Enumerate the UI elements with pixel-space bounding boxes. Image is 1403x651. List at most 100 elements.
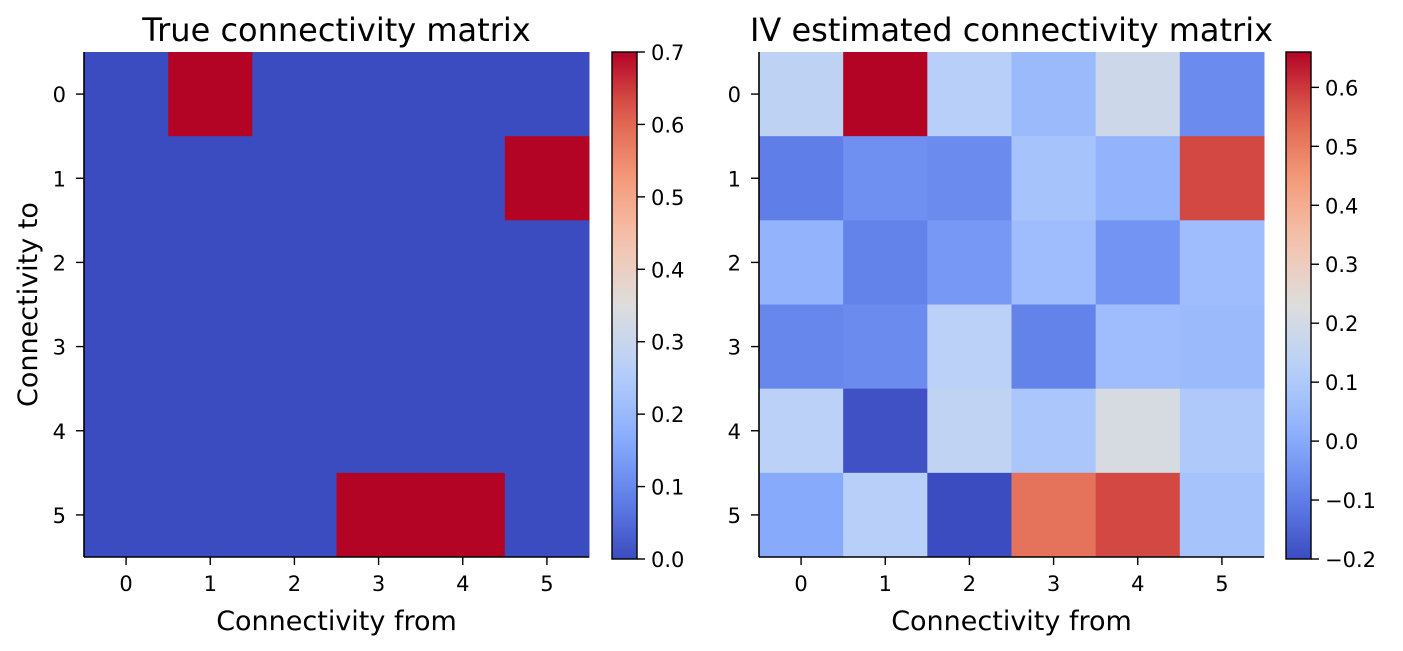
chart-title: True connectivity matrix [141,11,530,49]
heatmap-cell-r0-c0 [84,52,169,137]
colorbar-tick-label: 0.0 [651,548,684,572]
y-tick-label: 4 [53,420,66,444]
heatmap-cell-r1-c2 [252,136,337,221]
colorbar-tick-label: 0.6 [1325,76,1358,100]
heatmap-cell-r2-c3 [336,220,422,305]
heatmap-cell-r1-c4 [420,136,506,221]
heatmap-cell-r2-c3 [1011,220,1097,305]
heatmap-cell-r1-c0 [759,136,844,221]
heatmap-cell-r0-c4 [420,52,506,137]
heatmap-cell-r4-c4 [1095,388,1181,474]
colorbar-tick-label: 0.0 [1325,430,1358,454]
heatmap-cell-r0-c2 [252,52,337,137]
y-tick-label: 3 [728,336,741,360]
heatmap-cell-r4-c3 [1011,388,1097,474]
heatmap-cell-r3-c1 [843,304,928,390]
heatmap-cell-r5-c4 [1095,472,1181,558]
y-tick-label: 1 [728,167,741,191]
colorbar-tick-label: 0.3 [651,331,684,355]
heatmap-cell-r0-c0 [759,52,844,137]
colorbar-tick-label: 0.4 [651,258,684,282]
heatmap-cell-r4-c3 [336,388,422,474]
heatmap-cell-r3-c3 [336,304,422,390]
heatmap-cell-r0-c1 [168,52,253,137]
colorbar-tick-label: 0.2 [1325,312,1358,336]
heatmap-cell-r3-c2 [927,304,1012,390]
heatmap-cell-r1-c5 [504,136,590,221]
heatmap-cell-r5-c1 [168,472,253,558]
colorbar-tick-label: 0.5 [1325,135,1358,159]
heatmap-cell-r4-c2 [252,388,337,474]
y-tick-label: 4 [728,420,741,444]
colorbar-tick-label: 0.2 [651,403,684,427]
heatmap-cell-r5-c3 [1011,472,1097,558]
heatmap-cell-r4-c1 [168,388,253,474]
x-tick-label: 2 [288,572,301,596]
heatmap-cell-r5-c0 [84,472,169,558]
y-tick-label: 2 [728,251,741,275]
heatmap-cell-r5-c0 [759,472,844,558]
heatmap-cell-r3-c0 [84,304,169,390]
x-tick-label: 0 [794,572,807,596]
heatmap-cell-r3-c4 [420,304,506,390]
x-axis-label: Connectivity from [891,606,1132,637]
heatmap-cell-r2-c2 [927,220,1012,305]
y-tick-label: 3 [53,336,66,360]
heatmap-cell-r0-c3 [336,52,422,137]
x-tick-label: 0 [119,572,132,596]
heatmap-cell-r1-c1 [843,136,928,221]
heatmap-cell-r0-c5 [1179,52,1265,137]
y-tick-label: 5 [53,504,66,528]
heatmap-cell-r1-c0 [84,136,169,221]
heatmap-panel-1: 0 1 2 3 4 5 0 1 2 3 4 5 IV estimated connectivity ma… [728,11,1273,637]
heatmap-cell-r3-c5 [1179,304,1265,390]
x-tick-label: 1 [879,572,892,596]
heatmap-cell-r4-c0 [759,388,844,474]
y-tick-label: 0 [728,83,741,107]
heatmap-cell-r4-c2 [927,388,1012,474]
colorbar-outline [611,51,638,560]
colorbar-gradient [612,52,637,559]
heatmap-cell-r3-c5 [504,304,590,390]
heatmap-cell-r1-c4 [1095,136,1181,221]
heatmap-cell-r0-c3 [1011,52,1097,137]
x-tick-label: 5 [1215,572,1228,596]
heatmap-cell-r4-c0 [84,388,169,474]
colorbar-tick-label: 0.3 [1325,253,1358,277]
y-tick-label: 5 [728,504,741,528]
y-tick-label: 2 [53,251,66,275]
heatmap-cell-r2-c5 [1179,220,1265,305]
colorbar-0: 0.0 0.1 0.2 0.3 0.4 0.5 0.6 0.7 [611,41,684,572]
heatmap-cell-r0-c4 [1095,52,1181,137]
heatmap-cell-r2-c5 [504,220,590,305]
heatmap-cell-r1-c1 [168,136,253,221]
heatmap-cell-r2-c4 [1095,220,1181,305]
heatmap-cell-r0-c1 [843,52,928,137]
heatmap-cell-r3-c0 [759,304,844,390]
heatmap-cell-r1-c5 [1179,136,1265,221]
heatmap-cell-r2-c4 [420,220,506,305]
heatmap-panel-0: 0 1 2 3 4 5 0 1 2 3 4 5 True connectivity matrix Conn… [13,11,590,637]
heatmap-cell-r2-c1 [168,220,253,305]
heatmap-cell-r0-c5 [504,52,590,137]
heatmap-cell-r5-c5 [1179,472,1265,558]
heatmap-cell-r4-c5 [504,388,590,474]
heatmap-cell-r2-c2 [252,220,337,305]
heatmap-cell-r3-c4 [1095,304,1181,390]
x-tick-label: 3 [372,572,385,596]
colorbar-tick-label: 0.1 [651,476,684,500]
heatmap-cell-r2-c1 [843,220,928,305]
heatmap-cell-r1-c2 [927,136,1012,221]
colorbar-tick-label: −0.1 [1325,489,1376,513]
colorbar-outline [1285,51,1312,560]
colorbar-gradient [1286,52,1311,559]
x-tick-label: 3 [1047,572,1060,596]
heatmap-cell-r1-c3 [1011,136,1097,221]
heatmap-cell-r0-c2 [927,52,1012,137]
heatmap-cell-r3-c3 [1011,304,1097,390]
colorbar-tick-label: 0.6 [651,113,684,137]
colorbar-tick-label: 0.7 [651,41,684,65]
heatmap-cell-r5-c5 [504,472,590,558]
heatmap-cell-r5-c4 [420,472,506,558]
heatmap-cell-r5-c3 [336,472,422,558]
